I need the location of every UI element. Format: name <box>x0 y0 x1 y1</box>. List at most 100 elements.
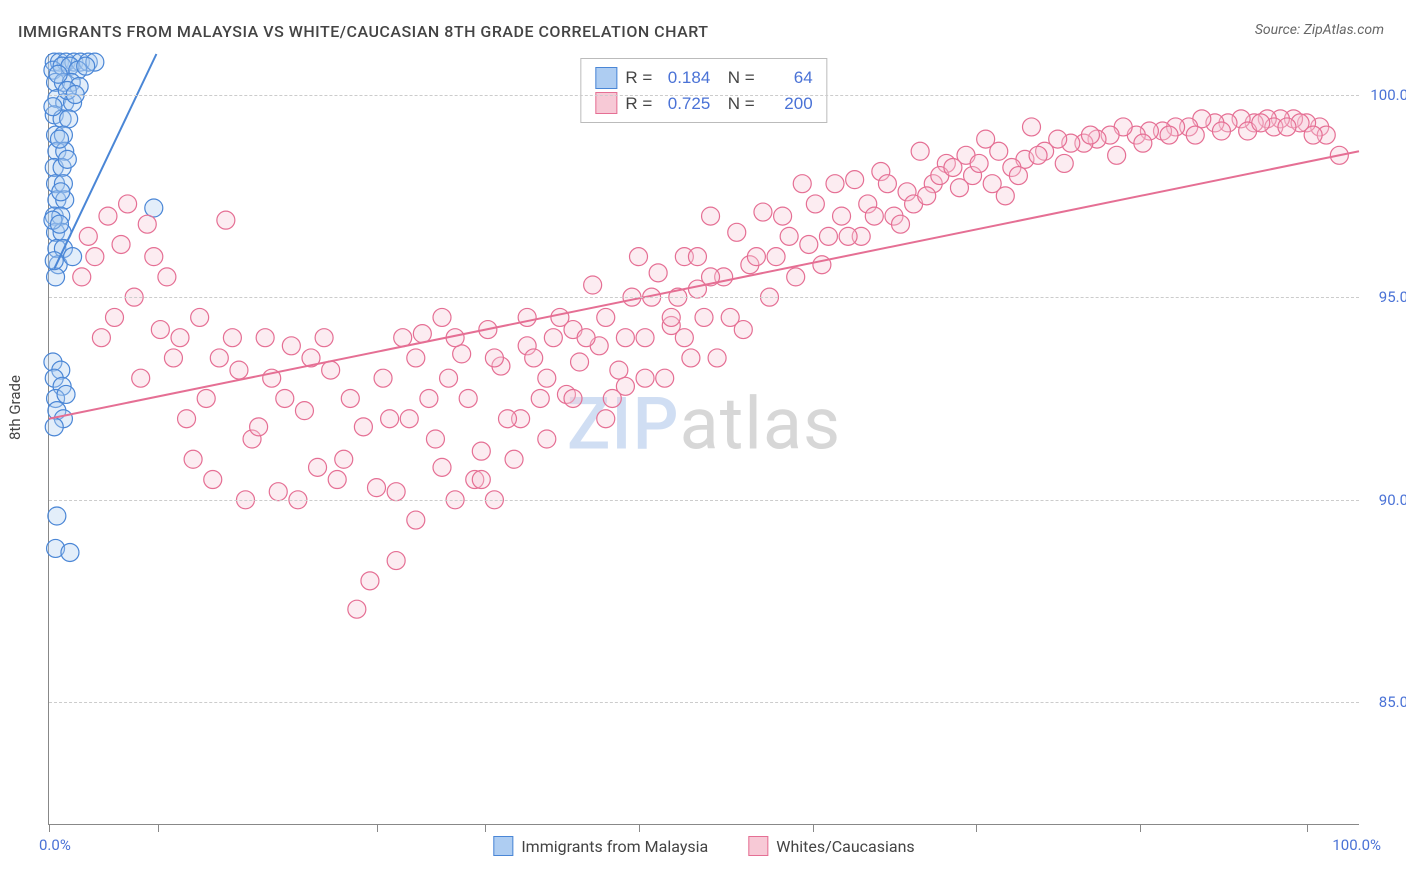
data-point <box>50 215 68 233</box>
data-point <box>420 389 438 407</box>
data-point <box>400 410 418 428</box>
data-point <box>145 248 163 266</box>
data-point <box>47 268 65 286</box>
chart-container: IMMIGRANTS FROM MALAYSIA VS WHITE/CAUCAS… <box>0 0 1406 892</box>
x-tick <box>158 824 159 832</box>
data-point <box>269 483 287 501</box>
data-point <box>996 187 1014 205</box>
data-point <box>151 321 169 339</box>
data-point <box>58 150 76 168</box>
data-point <box>544 329 562 347</box>
data-point <box>499 410 517 428</box>
data-point <box>538 369 556 387</box>
data-point <box>217 211 235 229</box>
stat-n-value: 64 <box>763 65 813 91</box>
data-point <box>407 349 425 367</box>
data-point <box>787 268 805 286</box>
x-tick <box>813 824 814 832</box>
data-point <box>977 130 995 148</box>
data-point <box>780 227 798 245</box>
data-point <box>453 345 471 363</box>
data-point <box>1108 146 1126 164</box>
data-point <box>387 483 405 501</box>
data-point <box>119 195 137 213</box>
y-tick-label: 95.0% <box>1364 288 1406 306</box>
data-point <box>728 223 746 241</box>
data-point <box>250 418 268 436</box>
data-point <box>485 349 503 367</box>
data-point <box>833 207 851 225</box>
data-point <box>688 248 706 266</box>
data-point <box>184 450 202 468</box>
legend-label: Whites/Caucasians <box>776 837 914 856</box>
data-point <box>662 308 680 326</box>
gridline <box>49 297 1359 298</box>
data-point <box>64 248 82 266</box>
data-point <box>178 410 196 428</box>
data-point <box>256 329 274 347</box>
scatter-svg <box>49 54 1359 824</box>
data-point <box>230 361 248 379</box>
data-point <box>472 471 490 489</box>
data-point <box>61 543 79 561</box>
data-point <box>1304 126 1322 144</box>
data-point <box>112 235 130 253</box>
data-point <box>538 430 556 448</box>
data-point <box>571 353 589 371</box>
stats-legend-box: R =0.184 N =64R =0.725 N =200 <box>580 58 827 123</box>
data-point <box>675 329 693 347</box>
data-point <box>525 349 543 367</box>
data-point <box>132 369 150 387</box>
data-point <box>204 471 222 489</box>
y-tick-label: 90.0% <box>1364 491 1406 509</box>
data-point <box>57 385 75 403</box>
data-point <box>341 389 359 407</box>
data-point <box>1134 134 1152 152</box>
data-point <box>597 410 615 428</box>
data-point <box>433 308 451 326</box>
data-point <box>348 600 366 618</box>
data-point <box>295 402 313 420</box>
data-point <box>73 268 91 286</box>
source-attribution: Source: ZipAtlas.com <box>1255 22 1384 38</box>
data-point <box>950 179 968 197</box>
data-point <box>49 65 67 83</box>
data-point <box>433 458 451 476</box>
data-point <box>138 215 156 233</box>
data-point <box>584 276 602 294</box>
y-tick-label: 100.0% <box>1364 86 1406 104</box>
data-point <box>459 389 477 407</box>
data-point <box>819 227 837 245</box>
source-name: ZipAtlas.com <box>1304 22 1384 38</box>
legend-swatch <box>595 67 617 89</box>
data-point <box>649 264 667 282</box>
data-point <box>44 98 62 116</box>
data-point <box>846 171 864 189</box>
gridline <box>49 702 1359 703</box>
trend-line <box>49 151 1359 418</box>
data-point <box>282 337 300 355</box>
data-point <box>381 410 399 428</box>
data-point <box>407 511 425 529</box>
stat-n-label: N = <box>718 65 754 91</box>
data-point <box>505 450 523 468</box>
data-point <box>52 183 70 201</box>
data-point <box>892 215 910 233</box>
legend-swatch <box>493 836 513 856</box>
data-point <box>1278 118 1296 136</box>
legend-label: Immigrants from Malaysia <box>521 837 708 856</box>
data-point <box>79 227 97 245</box>
data-point <box>1029 146 1047 164</box>
y-tick-label: 85.0% <box>1364 693 1406 711</box>
data-point <box>616 329 634 347</box>
data-point <box>92 329 110 347</box>
data-point <box>354 418 372 436</box>
data-point <box>361 572 379 590</box>
data-point <box>368 479 386 497</box>
data-point <box>597 308 615 326</box>
data-point <box>315 329 333 347</box>
x-tick <box>1307 824 1308 832</box>
data-point <box>1023 118 1041 136</box>
data-point <box>45 418 63 436</box>
data-point <box>754 203 772 221</box>
